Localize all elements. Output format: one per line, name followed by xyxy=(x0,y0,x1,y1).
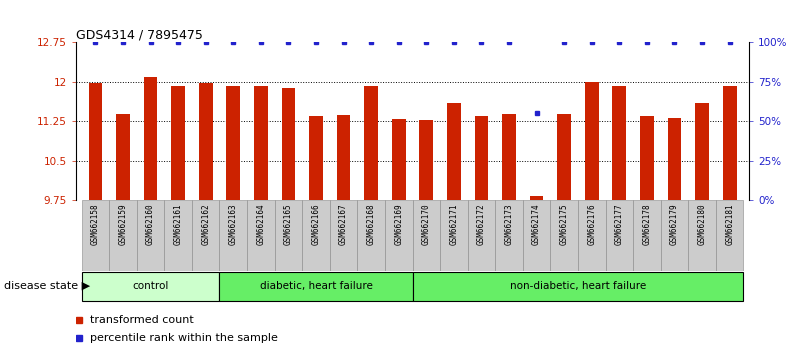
FancyBboxPatch shape xyxy=(523,200,550,271)
Text: diabetic, heart failure: diabetic, heart failure xyxy=(260,281,372,291)
Bar xyxy=(585,82,598,200)
FancyBboxPatch shape xyxy=(275,200,302,271)
Text: GSM662172: GSM662172 xyxy=(477,204,486,245)
FancyBboxPatch shape xyxy=(495,200,523,271)
Text: percentile rank within the sample: percentile rank within the sample xyxy=(90,333,277,343)
FancyBboxPatch shape xyxy=(385,200,413,271)
FancyBboxPatch shape xyxy=(716,200,743,271)
Text: GSM662161: GSM662161 xyxy=(174,204,183,245)
Text: GDS4314 / 7895475: GDS4314 / 7895475 xyxy=(76,28,203,41)
Text: GSM662170: GSM662170 xyxy=(422,204,431,245)
FancyBboxPatch shape xyxy=(330,200,357,271)
Text: GSM662179: GSM662179 xyxy=(670,204,679,245)
FancyBboxPatch shape xyxy=(192,200,219,271)
FancyBboxPatch shape xyxy=(413,273,743,301)
Text: GSM662160: GSM662160 xyxy=(146,204,155,245)
FancyBboxPatch shape xyxy=(661,200,688,271)
Bar xyxy=(364,86,378,200)
Text: GSM662171: GSM662171 xyxy=(449,204,458,245)
Bar xyxy=(557,114,571,200)
Text: GSM662178: GSM662178 xyxy=(642,204,651,245)
FancyBboxPatch shape xyxy=(82,273,219,301)
Bar xyxy=(88,83,103,200)
Text: GSM662159: GSM662159 xyxy=(119,204,127,245)
Text: GSM662165: GSM662165 xyxy=(284,204,293,245)
FancyBboxPatch shape xyxy=(468,200,495,271)
Bar xyxy=(695,103,709,200)
Bar xyxy=(640,116,654,200)
Bar xyxy=(254,86,268,200)
FancyBboxPatch shape xyxy=(440,200,468,271)
FancyBboxPatch shape xyxy=(413,200,440,271)
Text: GSM662181: GSM662181 xyxy=(725,204,735,245)
Text: GSM662158: GSM662158 xyxy=(91,204,100,245)
Text: GSM662176: GSM662176 xyxy=(587,204,596,245)
Bar xyxy=(613,86,626,200)
FancyBboxPatch shape xyxy=(633,200,661,271)
Text: disease state ▶: disease state ▶ xyxy=(4,280,91,290)
Text: GSM662166: GSM662166 xyxy=(312,204,320,245)
Bar xyxy=(171,86,185,200)
Bar xyxy=(474,116,489,200)
FancyBboxPatch shape xyxy=(302,200,330,271)
FancyBboxPatch shape xyxy=(688,200,716,271)
Text: GSM662169: GSM662169 xyxy=(394,204,403,245)
Bar xyxy=(502,114,516,200)
Bar xyxy=(199,83,212,200)
Text: transformed count: transformed count xyxy=(90,315,193,325)
FancyBboxPatch shape xyxy=(219,273,413,301)
Bar xyxy=(529,196,544,200)
Bar xyxy=(447,103,461,200)
FancyBboxPatch shape xyxy=(164,200,192,271)
FancyBboxPatch shape xyxy=(82,200,109,271)
Text: GSM662162: GSM662162 xyxy=(201,204,210,245)
FancyBboxPatch shape xyxy=(578,200,606,271)
Bar xyxy=(143,76,158,200)
Text: GSM662180: GSM662180 xyxy=(698,204,706,245)
Bar xyxy=(227,86,240,200)
FancyBboxPatch shape xyxy=(137,200,164,271)
FancyBboxPatch shape xyxy=(357,200,385,271)
Text: GSM662168: GSM662168 xyxy=(367,204,376,245)
Text: GSM662177: GSM662177 xyxy=(615,204,624,245)
Text: GSM662167: GSM662167 xyxy=(339,204,348,245)
Text: GSM662175: GSM662175 xyxy=(560,204,569,245)
Text: non-diabetic, heart failure: non-diabetic, heart failure xyxy=(510,281,646,291)
Text: GSM662173: GSM662173 xyxy=(505,204,513,245)
FancyBboxPatch shape xyxy=(247,200,275,271)
Bar xyxy=(420,120,433,200)
Text: GSM662164: GSM662164 xyxy=(256,204,265,245)
Bar xyxy=(336,115,351,200)
FancyBboxPatch shape xyxy=(219,200,247,271)
Bar xyxy=(392,119,405,200)
Bar xyxy=(281,88,296,200)
Bar xyxy=(723,86,737,200)
Bar xyxy=(116,114,130,200)
Bar xyxy=(667,118,682,200)
FancyBboxPatch shape xyxy=(550,200,578,271)
FancyBboxPatch shape xyxy=(606,200,633,271)
Bar xyxy=(309,116,323,200)
Text: GSM662163: GSM662163 xyxy=(229,204,238,245)
Text: control: control xyxy=(132,281,169,291)
Text: GSM662174: GSM662174 xyxy=(532,204,541,245)
FancyBboxPatch shape xyxy=(109,200,137,271)
